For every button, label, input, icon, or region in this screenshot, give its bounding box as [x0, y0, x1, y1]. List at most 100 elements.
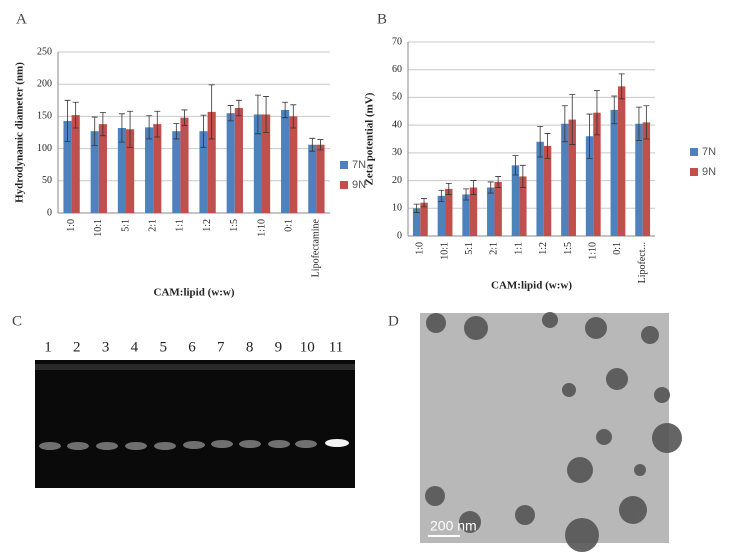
error-bar: [413, 203, 420, 213]
error-bar: [611, 95, 618, 125]
y-axis-label: Zeta potential (mV): [364, 92, 376, 185]
lane-label: 8: [246, 339, 254, 355]
bar: [180, 117, 189, 213]
error-bar: [282, 101, 289, 119]
x-tick-label: 10:1: [439, 242, 450, 260]
bar: [617, 86, 626, 236]
lane-label: 5: [159, 339, 167, 355]
bar: [153, 124, 162, 213]
y-tick-label: 100: [37, 143, 52, 154]
y-tick-label: 200: [37, 78, 52, 89]
bar: [308, 144, 317, 213]
bar: [98, 124, 107, 213]
legend-label: 9N: [702, 166, 716, 178]
bar: [253, 114, 262, 213]
x-tick-label: 5:1: [120, 219, 131, 232]
x-tick-label: 2:1: [147, 219, 158, 232]
legend-swatch: [690, 148, 698, 156]
error-bar: [173, 123, 180, 140]
legend-swatch: [690, 168, 698, 176]
error-bar: [438, 189, 445, 202]
error-bar: [445, 182, 452, 195]
error-bar: [470, 180, 477, 195]
x-tick-label: 2:1: [489, 242, 500, 255]
error-bar: [227, 105, 234, 122]
y-tick-label: 10: [392, 203, 402, 214]
lane-label: 6: [188, 339, 196, 355]
panel-label: D: [388, 313, 399, 329]
error-bar: [127, 110, 134, 148]
y-axis-label: Hydrodynamic diameter (nm): [14, 62, 26, 203]
error-bar: [512, 155, 519, 176]
bar: [126, 129, 135, 213]
error-bar: [487, 181, 494, 194]
x-tick-label: 1:10: [256, 219, 267, 237]
bar: [437, 195, 446, 236]
legend-label: 9N: [352, 179, 366, 191]
error-bar: [200, 114, 207, 148]
error-bar: [91, 116, 98, 146]
panel-label: B: [377, 11, 387, 27]
y-tick-label: 20: [392, 175, 402, 186]
lane-label: 11: [329, 339, 343, 355]
error-bar: [235, 99, 242, 117]
bar: [172, 131, 181, 213]
bar: [207, 111, 216, 213]
legend-label: 7N: [702, 146, 716, 158]
lane-label: 9: [275, 339, 283, 355]
bar: [445, 188, 453, 236]
error-bar: [208, 84, 215, 140]
bar: [71, 115, 80, 213]
x-tick-label: 0:1: [283, 219, 294, 232]
error-bar: [618, 73, 625, 100]
error-bar: [309, 137, 316, 152]
lane-label: 2: [73, 339, 81, 355]
error-bar: [146, 115, 153, 140]
lane-label: 3: [102, 339, 110, 355]
x-tick-label: 1:0: [415, 242, 426, 255]
x-tick-label: 1:2: [202, 219, 213, 232]
tem-image: [420, 312, 682, 552]
bar: [487, 187, 495, 236]
error-bar: [317, 139, 324, 151]
bar: [117, 127, 126, 213]
bar: [511, 165, 520, 236]
bar: [635, 123, 643, 236]
bar: [145, 127, 154, 213]
lane-label: 1: [44, 339, 52, 355]
legend-label: 7N: [352, 159, 366, 171]
error-bar: [290, 104, 297, 129]
bar: [536, 141, 544, 236]
error-bar: [118, 113, 125, 143]
bar: [289, 116, 298, 213]
bar: [494, 181, 502, 236]
y-tick-label: 50: [392, 92, 402, 103]
error-bar: [537, 126, 544, 158]
scale-bar-label: 200 nm: [430, 518, 477, 534]
lane-label: 10: [300, 339, 315, 355]
error-bar: [586, 113, 593, 159]
bar: [226, 113, 235, 213]
bar: [642, 122, 651, 236]
bar: [593, 112, 601, 236]
bar: [90, 131, 99, 213]
error-bar: [593, 90, 600, 136]
error-bar: [263, 96, 270, 133]
y-tick-label: 30: [392, 147, 402, 158]
x-tick-label: Lipofect...: [637, 242, 648, 283]
bar: [610, 109, 618, 236]
y-tick-label: 250: [37, 46, 52, 57]
x-tick-label: 1:10: [588, 242, 599, 260]
error-bar: [561, 105, 568, 143]
bar: [519, 176, 527, 236]
bar: [585, 136, 594, 236]
error-bar: [64, 99, 71, 142]
x-tick-label: Lipofectamine: [311, 218, 322, 277]
y-tick-label: 50: [42, 175, 52, 186]
bar: [316, 144, 325, 213]
error-bar: [544, 133, 551, 159]
bar: [412, 208, 421, 236]
error-bar: [519, 164, 526, 188]
x-axis-label: CAM:lipid (w:w): [154, 287, 235, 299]
